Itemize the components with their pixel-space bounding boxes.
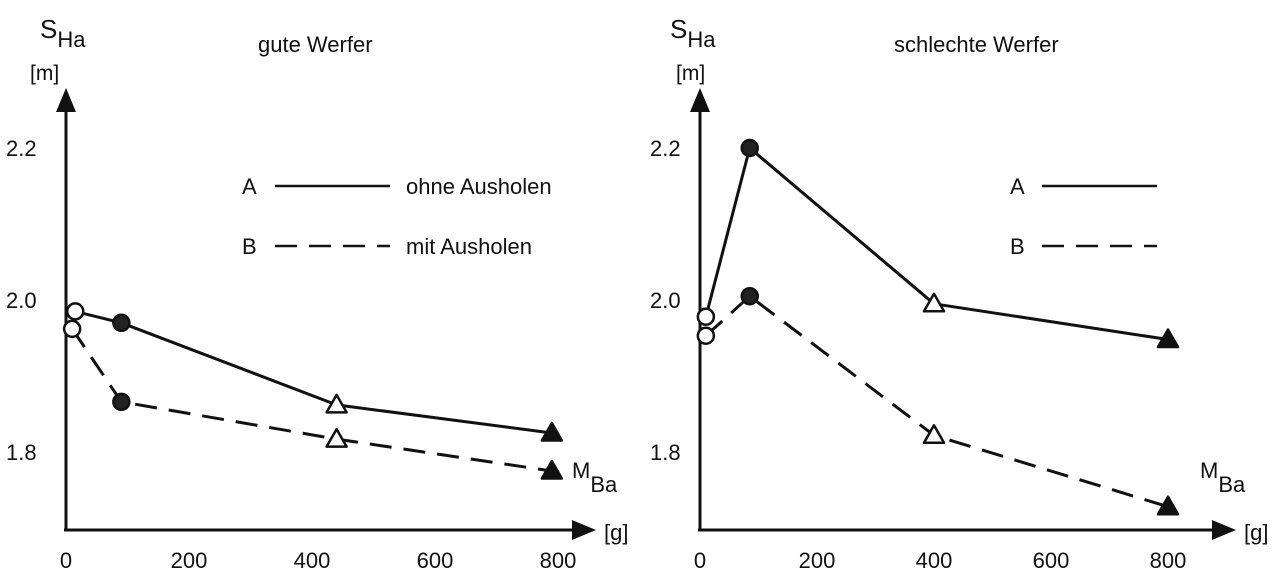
data-point-a <box>922 292 946 313</box>
x-axis-label-sub: Ba <box>1218 472 1246 497</box>
legend-key-b: B <box>1010 234 1025 259</box>
x-tick-label: 800 <box>1150 548 1187 573</box>
x-tick-label: 600 <box>1033 548 1070 573</box>
data-point-a <box>325 393 348 414</box>
x-axis-label-main: M <box>572 458 590 483</box>
data-point-b <box>540 459 564 480</box>
x-tick-label: 200 <box>171 548 208 573</box>
x-tick-label: 0 <box>60 548 72 573</box>
data-point-b <box>325 427 348 448</box>
x-axis-unit: [g] <box>1244 520 1268 545</box>
x-axis-label-main: M <box>1200 458 1218 483</box>
legend-key-b: B <box>242 234 257 259</box>
y-axis-unit: [m] <box>676 62 705 85</box>
chart-right: SHa [m] schlechte Werfer A B 1.8 2.0 2.2… <box>650 14 1268 573</box>
y-axis-label: SHa <box>40 14 86 52</box>
data-point-a <box>740 138 759 158</box>
data-point-a <box>1156 328 1180 349</box>
x-axis-label: MBa <box>572 458 618 497</box>
data-point-b <box>696 326 716 345</box>
y-tick-label: 1.8 <box>650 440 681 465</box>
x-axis-unit: [g] <box>604 520 628 545</box>
x-tick-label: 800 <box>540 548 577 573</box>
series-line-b <box>704 294 1169 509</box>
legend-label-b: mit Ausholen <box>406 234 532 259</box>
data-point-b <box>1156 495 1180 516</box>
x-axis-arrow <box>572 520 596 540</box>
chart-title: gute Werfer <box>258 32 373 57</box>
chart-title: schlechte Werfer <box>894 32 1059 57</box>
chart-left: SHa [m] gute Werfer A ohne Ausholen B mi… <box>6 14 628 573</box>
y-axis-arrow <box>690 88 710 112</box>
legend-key-a: A <box>1010 174 1025 199</box>
y-tick-label: 2.0 <box>650 288 681 313</box>
series-group <box>62 302 564 480</box>
series-line-a <box>704 146 1169 341</box>
y-axis-label-sub: Ha <box>687 27 716 52</box>
data-point-b <box>740 286 759 306</box>
x-tick-label: 600 <box>417 548 454 573</box>
data-point-a <box>112 313 131 333</box>
y-axis-label-sub: Ha <box>57 27 86 52</box>
data-point-a <box>65 302 85 321</box>
y-tick-label: 2.2 <box>650 136 681 161</box>
data-point-a <box>540 421 564 442</box>
x-tick-label: 200 <box>799 548 836 573</box>
series-group <box>696 138 1180 516</box>
data-point-a <box>696 307 716 326</box>
y-axis-label-main: S <box>40 14 57 44</box>
y-axis-arrow <box>56 88 76 112</box>
data-point-b <box>922 424 946 445</box>
x-axis-label-sub: Ba <box>590 472 618 497</box>
y-axis-label-main: S <box>670 14 687 44</box>
data-point-b <box>112 392 131 412</box>
y-tick-label: 1.8 <box>6 440 37 465</box>
series-line-a <box>74 309 552 435</box>
y-axis-label: SHa <box>670 14 716 52</box>
y-axis-unit: [m] <box>30 62 59 85</box>
legend-label-a: ohne Ausholen <box>406 174 552 199</box>
x-axis-arrow <box>1212 520 1236 540</box>
x-tick-label: 0 <box>694 548 706 573</box>
y-tick-label: 2.2 <box>6 136 37 161</box>
x-tick-label: 400 <box>916 548 953 573</box>
data-point-b <box>62 319 82 339</box>
x-tick-label: 400 <box>294 548 331 573</box>
x-axis-label: MBa <box>1200 458 1246 497</box>
legend-key-a: A <box>242 174 257 199</box>
y-tick-label: 2.0 <box>6 288 37 313</box>
series-line-b <box>70 328 553 473</box>
